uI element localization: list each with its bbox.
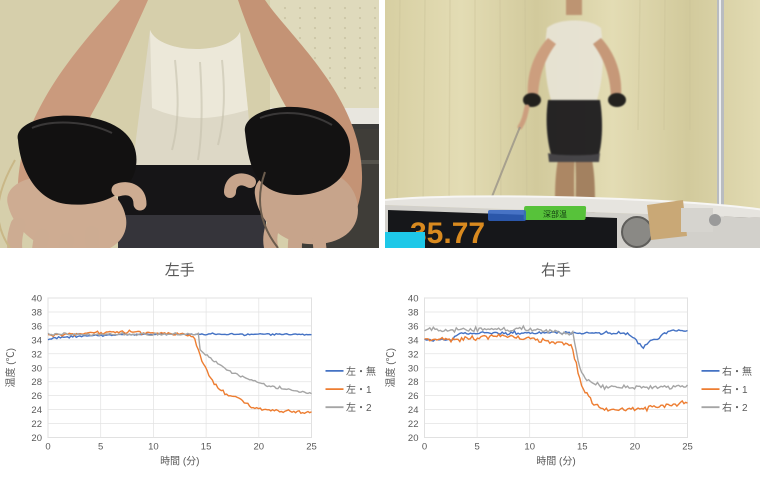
svg-text:右・1: 右・1 xyxy=(722,383,748,396)
svg-text:5: 5 xyxy=(474,442,479,453)
svg-text:20: 20 xyxy=(254,442,265,453)
svg-text:右手: 右手 xyxy=(541,262,571,279)
svg-text:38: 38 xyxy=(31,307,42,318)
svg-text:40: 40 xyxy=(408,294,419,305)
svg-text:時間 (分): 時間 (分) xyxy=(160,456,199,468)
svg-text:時間 (分): 時間 (分) xyxy=(536,456,575,468)
svg-text:22: 22 xyxy=(31,419,42,430)
svg-text:30: 30 xyxy=(408,363,419,374)
svg-text:左・無: 左・無 xyxy=(346,365,376,378)
svg-text:25: 25 xyxy=(306,442,317,453)
svg-text:温度 (℃): 温度 (℃) xyxy=(384,348,397,387)
svg-text:左手: 左手 xyxy=(165,262,195,279)
svg-text:32: 32 xyxy=(31,349,42,360)
svg-text:30: 30 xyxy=(31,363,42,374)
svg-text:0: 0 xyxy=(422,442,427,453)
svg-text:右・無: 右・無 xyxy=(722,365,752,378)
svg-text:28: 28 xyxy=(408,377,419,388)
svg-text:15: 15 xyxy=(201,442,212,453)
svg-text:22: 22 xyxy=(408,419,419,430)
svg-text:26: 26 xyxy=(31,391,42,402)
svg-text:深部温: 深部温 xyxy=(543,209,567,219)
svg-text:32: 32 xyxy=(408,349,419,360)
svg-text:24: 24 xyxy=(408,405,419,416)
svg-text:20: 20 xyxy=(630,442,641,453)
svg-text:5: 5 xyxy=(98,442,103,453)
svg-text:36: 36 xyxy=(31,321,42,332)
svg-text:15: 15 xyxy=(577,442,588,453)
svg-text:24: 24 xyxy=(31,405,42,416)
svg-text:温度 (℃): 温度 (℃) xyxy=(4,348,17,387)
svg-text:10: 10 xyxy=(524,442,535,453)
svg-text:28: 28 xyxy=(31,377,42,388)
svg-text:10: 10 xyxy=(148,442,159,453)
svg-text:36: 36 xyxy=(408,321,419,332)
svg-text:0: 0 xyxy=(45,442,50,453)
svg-text:右・2: 右・2 xyxy=(722,401,748,414)
svg-text:左・2: 左・2 xyxy=(346,401,372,414)
svg-text:20: 20 xyxy=(31,433,42,444)
svg-text:25: 25 xyxy=(682,442,693,453)
svg-text:38: 38 xyxy=(408,307,419,318)
svg-text:40: 40 xyxy=(31,294,42,305)
svg-text:左・1: 左・1 xyxy=(346,383,372,396)
svg-text:34: 34 xyxy=(408,335,419,346)
svg-text:34: 34 xyxy=(31,335,42,346)
svg-text:26: 26 xyxy=(408,391,419,402)
svg-text:20: 20 xyxy=(408,433,419,444)
